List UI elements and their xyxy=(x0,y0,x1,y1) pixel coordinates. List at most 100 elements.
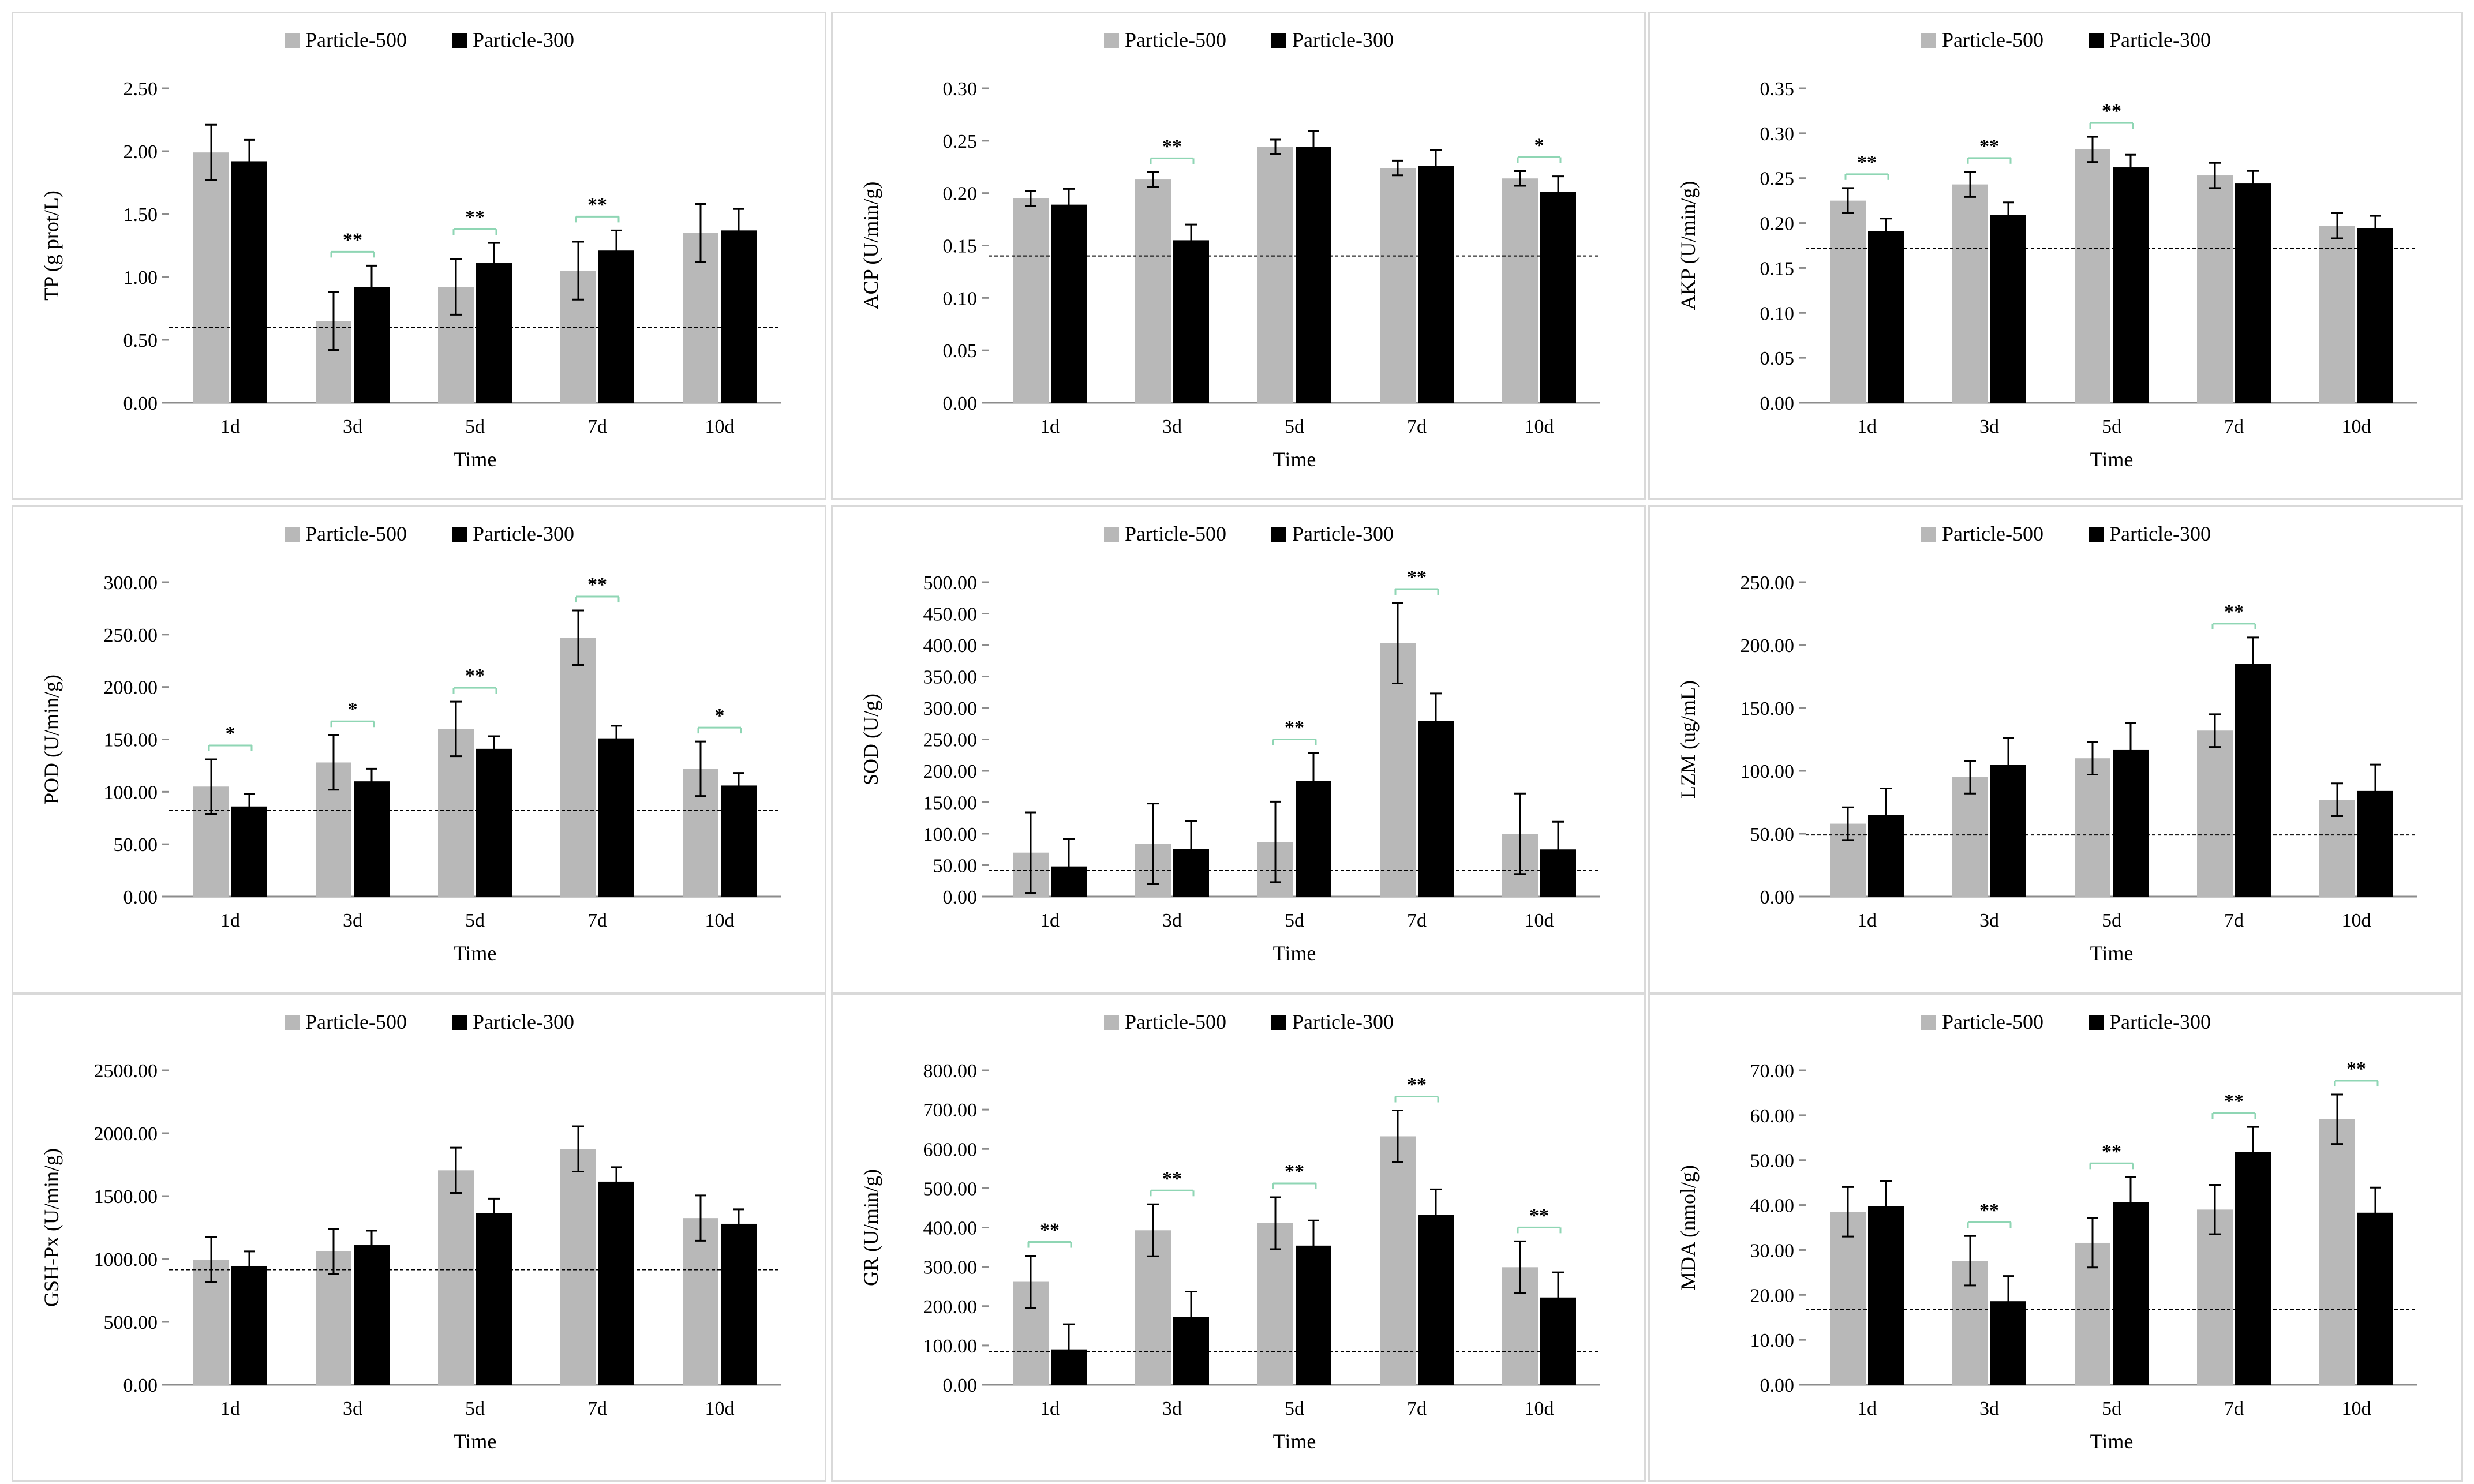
y-tick-label: 250.00 xyxy=(923,730,978,751)
y-tick-label: 0.00 xyxy=(1760,887,1795,908)
bar-particle-500 xyxy=(438,1170,474,1385)
legend-label-particle-500: Particle-500 xyxy=(305,522,407,545)
significance-label: ** xyxy=(1857,152,1877,173)
y-axis-label: MDA (nmol/g) xyxy=(1676,1165,1700,1290)
x-tick-label: 5d xyxy=(465,1398,485,1419)
bar-particle-500 xyxy=(2319,226,2355,403)
x-tick-label: 10d xyxy=(2342,416,2371,437)
legend-label-particle-500: Particle-500 xyxy=(1942,522,2043,545)
x-axis-label: Time xyxy=(1273,942,1316,965)
significance-label: ** xyxy=(465,665,485,687)
x-tick-label: 5d xyxy=(465,416,485,437)
bar-chart: 0.00 50.00 100.00 150.00 200.00 250.00 300.00 *… xyxy=(40,522,781,965)
bar-particle-500 xyxy=(1952,777,1988,897)
bar-particle-500 xyxy=(683,1218,718,1385)
x-tick-label: 1d xyxy=(220,416,240,437)
legend-label-particle-500: Particle-500 xyxy=(1125,28,1226,51)
y-tick-label: 400.00 xyxy=(923,1218,978,1239)
legend-swatch-particle-500 xyxy=(285,33,300,48)
y-tick-label: 0.15 xyxy=(1760,258,1795,279)
y-axis-label: POD (U/min/g) xyxy=(40,674,63,804)
legend-label-particle-300: Particle-300 xyxy=(473,522,574,545)
significance-label: ** xyxy=(2102,1141,2121,1162)
significance-label: * xyxy=(226,723,235,744)
y-tick-label: 200.00 xyxy=(1741,635,1795,657)
x-tick-label: 10d xyxy=(705,416,735,437)
x-axis-label: Time xyxy=(1273,448,1316,471)
y-tick-label: 150.00 xyxy=(104,730,158,751)
legend-swatch-particle-500 xyxy=(1921,527,1936,542)
y-tick-label: 1.50 xyxy=(123,204,158,226)
x-tick-label: 1d xyxy=(1857,910,1877,931)
bar-particle-300 xyxy=(1990,215,2026,403)
significance-label: ** xyxy=(2224,1090,2244,1112)
chart-panel: 0.00 500.00 1000.00 1500.00 2000.00 2500.00 1d… xyxy=(12,994,826,1482)
legend-swatch-particle-300 xyxy=(1271,33,1286,48)
x-tick-label: 1d xyxy=(1857,416,1877,437)
significance-label: ** xyxy=(1285,1161,1304,1182)
bar-chart: 0.00 0.05 0.10 0.15 0.20 0.25 0.30 0.35 ** ** ** 1d… xyxy=(1676,28,2417,471)
x-axis-label: Time xyxy=(2090,448,2134,471)
bar-chart: 0.00 10.00 20.00 30.00 40.00 50.00 60.00 70.00 *… xyxy=(1676,1010,2417,1453)
y-tick-label: 100.00 xyxy=(923,1336,978,1357)
y-tick-label: 0.20 xyxy=(943,183,978,205)
significance-label: ** xyxy=(1040,1220,1060,1241)
chart-panel: 0.00 100.00 200.00 300.00 400.00 500.00 600.00… xyxy=(831,994,1646,1482)
bar-particle-300 xyxy=(354,781,390,897)
x-tick-label: 3d xyxy=(1162,910,1182,931)
x-tick-label: 7d xyxy=(587,416,607,437)
y-axis-label: SOD (U/g) xyxy=(859,694,882,785)
bar-particle-300 xyxy=(598,738,634,897)
bar-particle-300 xyxy=(1540,192,1576,403)
y-tick-label: 250.00 xyxy=(1741,572,1795,594)
x-tick-label: 5d xyxy=(1285,1398,1304,1419)
x-tick-label: 10d xyxy=(2342,1398,2371,1419)
x-tick-label: 3d xyxy=(343,910,362,931)
legend-swatch-particle-300 xyxy=(452,527,467,542)
x-tick-label: 10d xyxy=(1525,1398,1554,1419)
x-tick-label: 3d xyxy=(343,416,362,437)
y-tick-label: 0.00 xyxy=(123,1375,158,1396)
bar-particle-500 xyxy=(1257,147,1293,403)
bar-particle-500 xyxy=(1502,178,1538,403)
legend-label-particle-300: Particle-300 xyxy=(2109,28,2211,51)
significance-label: ** xyxy=(1529,1205,1549,1226)
x-tick-label: 3d xyxy=(1979,416,1999,437)
x-tick-label: 7d xyxy=(2224,416,2244,437)
bar-particle-300 xyxy=(2113,167,2149,403)
legend-label-particle-500: Particle-500 xyxy=(1942,28,2043,51)
y-tick-label: 0.20 xyxy=(1760,213,1795,235)
significance-label: ** xyxy=(1979,1200,1999,1221)
bar-particle-500 xyxy=(2197,730,2233,897)
y-tick-label: 0.00 xyxy=(943,393,978,414)
bar-chart: 0.00 500.00 1000.00 1500.00 2000.00 2500.00 1d… xyxy=(40,1010,781,1453)
legend-swatch-particle-500 xyxy=(1921,33,1936,48)
legend-swatch-particle-300 xyxy=(452,33,467,48)
y-axis-label: AKP (U/min/g) xyxy=(1676,181,1700,310)
bar-particle-300 xyxy=(598,1181,634,1385)
y-tick-label: 0.00 xyxy=(1760,393,1795,414)
chart-panel: 0.00 10.00 20.00 30.00 40.00 50.00 60.00 70.00 *… xyxy=(1648,994,2463,1482)
legend-swatch-particle-300 xyxy=(2089,1015,2104,1030)
bar-particle-500 xyxy=(1380,1136,1416,1385)
y-tick-label: 200.00 xyxy=(923,761,978,782)
y-tick-label: 0.30 xyxy=(943,78,978,100)
significance-label: ** xyxy=(587,194,607,215)
y-tick-label: 350.00 xyxy=(923,667,978,688)
x-tick-label: 1d xyxy=(1040,910,1060,931)
legend-swatch-particle-300 xyxy=(1271,1015,1286,1030)
y-tick-label: 1.00 xyxy=(123,267,158,288)
legend-swatch-particle-500 xyxy=(1921,1015,1936,1030)
y-tick-label: 200.00 xyxy=(104,677,158,699)
legend-swatch-particle-300 xyxy=(1271,527,1286,542)
y-tick-label: 150.00 xyxy=(1741,698,1795,719)
x-tick-label: 1d xyxy=(1040,416,1060,437)
y-tick-label: 2.00 xyxy=(123,141,158,163)
bar-chart: 0.00 50.00 100.00 150.00 200.00 250.00 300.00 3… xyxy=(859,522,1600,965)
y-tick-label: 70.00 xyxy=(1750,1060,1795,1082)
x-tick-label: 5d xyxy=(1285,910,1304,931)
y-tick-label: 50.00 xyxy=(114,834,158,856)
y-tick-label: 0.10 xyxy=(1760,303,1795,324)
x-tick-label: 5d xyxy=(2102,416,2121,437)
bar-particle-300 xyxy=(231,1265,267,1385)
